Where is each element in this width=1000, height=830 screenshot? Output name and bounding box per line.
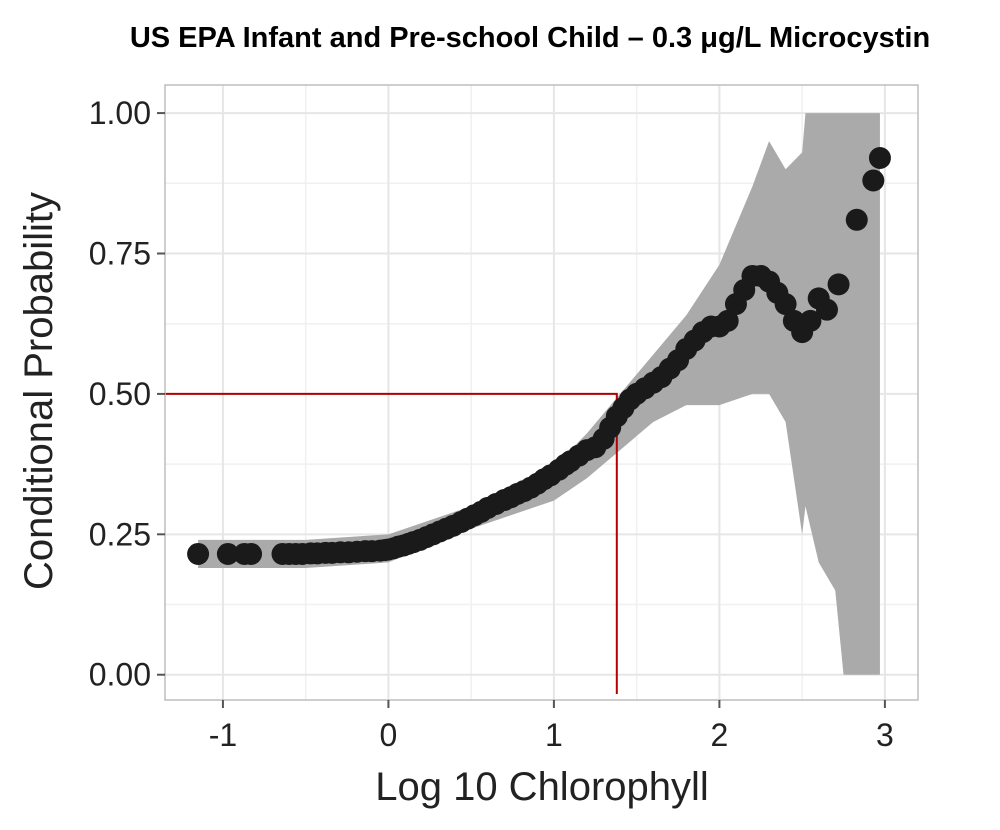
x-tick-label: 2	[711, 717, 729, 753]
y-axis-ticks: 0.00 0.25 0.50 0.75 1.00	[89, 95, 165, 693]
data-point	[868, 147, 891, 170]
y-axis-label: Conditional Probability	[17, 192, 61, 590]
threshold-reference-line	[165, 392, 618, 694]
data-point	[799, 309, 822, 332]
x-tick-label: 0	[380, 717, 398, 753]
y-tick-label: 0.50	[89, 376, 151, 412]
y-tick-label: 1.00	[89, 95, 151, 131]
data-point	[240, 542, 263, 565]
data-point	[815, 298, 838, 321]
x-tick-label: 3	[876, 717, 894, 753]
data-point	[774, 293, 797, 316]
data-point	[827, 273, 850, 296]
x-axis-label: Log 10 Chlorophyll	[375, 765, 709, 809]
y-tick-label: 0.25	[89, 516, 151, 552]
y-tick-label: 0.00	[89, 657, 151, 693]
data-point	[845, 208, 868, 231]
chart-title: US EPA Infant and Pre-school Child – 0.3…	[130, 22, 930, 54]
data-point	[187, 542, 210, 565]
plot-border	[164, 84, 919, 701]
data-point	[716, 309, 739, 332]
data-point	[862, 169, 885, 192]
x-tick-label: 1	[545, 717, 563, 753]
data-point	[216, 542, 239, 565]
data-points	[187, 147, 891, 565]
confidence-band	[198, 113, 880, 675]
x-tick-label: -1	[209, 717, 237, 753]
x-axis-ticks: -1 0 1 2 3	[209, 700, 894, 753]
y-tick-label: 0.75	[89, 235, 151, 271]
